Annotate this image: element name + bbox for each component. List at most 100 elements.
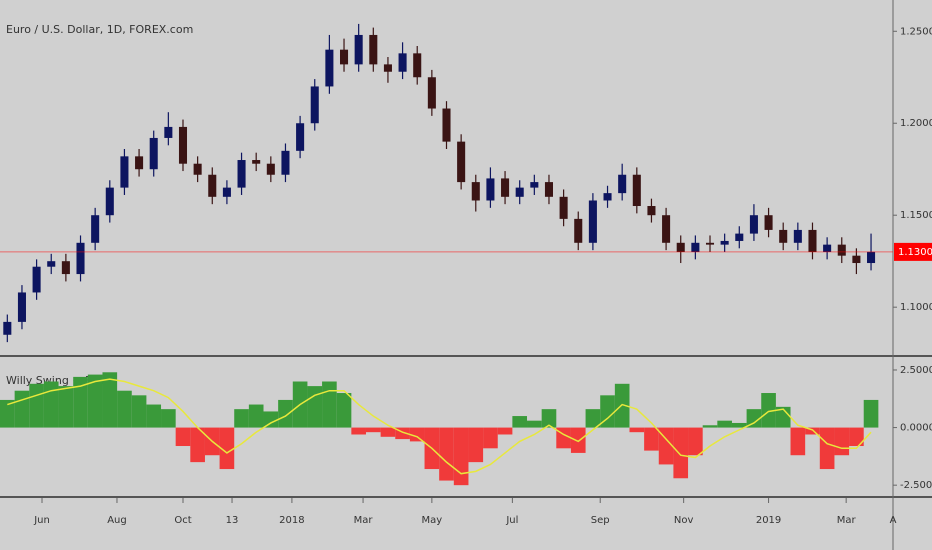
y-tick-label: 1.20000 [900,118,932,129]
histogram-bar [570,427,586,453]
candle-body [603,193,612,201]
x-tick-label: Mar [354,515,374,526]
candle-body [310,86,319,124]
histogram-bar [644,427,659,451]
candle-body [749,215,758,234]
x-tick-label: Jun [33,515,50,526]
x-tick-label: Oct [174,515,191,526]
candle-body [559,196,568,219]
histogram-bar [439,427,454,481]
y-tick-label: 2.5000 [900,365,932,376]
ema-line [7,378,872,475]
histogram-bar [600,395,615,428]
histogram-bar [131,395,147,428]
candle-body [266,163,275,175]
histogram-bar [673,427,689,479]
histogram-bar [14,390,30,428]
candle-body [764,215,773,230]
histogram-bar [0,399,15,428]
histogram-bar [102,372,118,428]
histogram-bar [775,406,791,428]
candle-body [193,163,202,175]
x-tick-label: Jul [505,515,518,526]
candle-body [501,178,510,197]
histogram-bar [29,383,44,428]
candle-body [237,160,246,188]
histogram-bar [731,422,747,428]
candle-body [808,229,817,252]
candle-body [61,261,70,275]
histogram-bar [453,427,469,486]
candle-body [164,126,173,138]
y-tick-label: 1.15000 [900,210,932,221]
histogram-bar [322,381,337,428]
candle-body [47,261,56,267]
histogram-bar [87,374,103,428]
histogram-bar [688,427,703,456]
x-tick-label: 13 [226,515,239,526]
histogram-bar [790,427,806,456]
histogram-bar [73,376,88,428]
histogram-bar [468,427,484,463]
histogram-bar [746,409,762,428]
histogram-bar [805,427,820,435]
candle-body [149,137,158,170]
last-price-label: 1.13006 [898,247,932,258]
candle-body [281,150,290,175]
histogram-bar [629,427,645,433]
histogram-bar [585,409,601,428]
histogram-bar [541,409,557,428]
histogram-bar [219,427,235,470]
x-tick-label: May [422,515,443,526]
candle-body [208,174,217,197]
histogram-bar [527,420,542,428]
candle-body [662,215,671,243]
histogram-bar [834,427,850,456]
histogram-bar [307,386,323,428]
candle-body [178,126,188,164]
candle-body [486,178,495,201]
x-tick-label: Nov [674,515,694,526]
candle-body [383,64,392,72]
candle-body [618,174,627,194]
x-tick-label: 2019 [756,515,781,526]
candle-body [852,255,861,264]
candle-body [442,108,451,142]
last-price-box [894,242,932,261]
candle-body [252,160,261,164]
candle-body [3,321,12,335]
histogram-bar [43,381,59,428]
candle-body [427,77,436,109]
histogram-bar [58,386,74,428]
histogram-bar [175,427,191,447]
chart-title: Euro / U.S. Dollar, 1D, FOREX.com [6,23,193,36]
x-tick-label: Sep [591,515,610,526]
candle-body [676,242,685,252]
histogram-bar [263,411,279,428]
candle-body [398,53,407,72]
candle-body [574,218,583,243]
histogram-bar [483,427,498,449]
y-tick-label: 0.0000 [900,423,932,434]
candle-body [632,174,641,207]
candle-body [735,233,744,241]
candle-body [325,49,334,87]
histogram-bar [863,399,879,428]
candle-body [296,123,305,151]
histogram-bar [336,393,352,428]
candle-body [837,244,846,256]
candle-body [691,242,700,252]
histogram-bar [278,399,293,428]
histogram-bar [717,420,732,428]
histogram-bar [409,427,425,442]
candle-body [823,244,832,252]
histogram-bar [365,427,381,433]
candle-body [91,215,100,243]
histogram-bar [380,427,396,437]
candle-body [867,251,876,264]
x-tick-label: A [890,515,897,526]
histogram-bar [395,427,410,440]
y-tick-label: 1.10000 [900,302,932,313]
candle-body [222,187,231,197]
